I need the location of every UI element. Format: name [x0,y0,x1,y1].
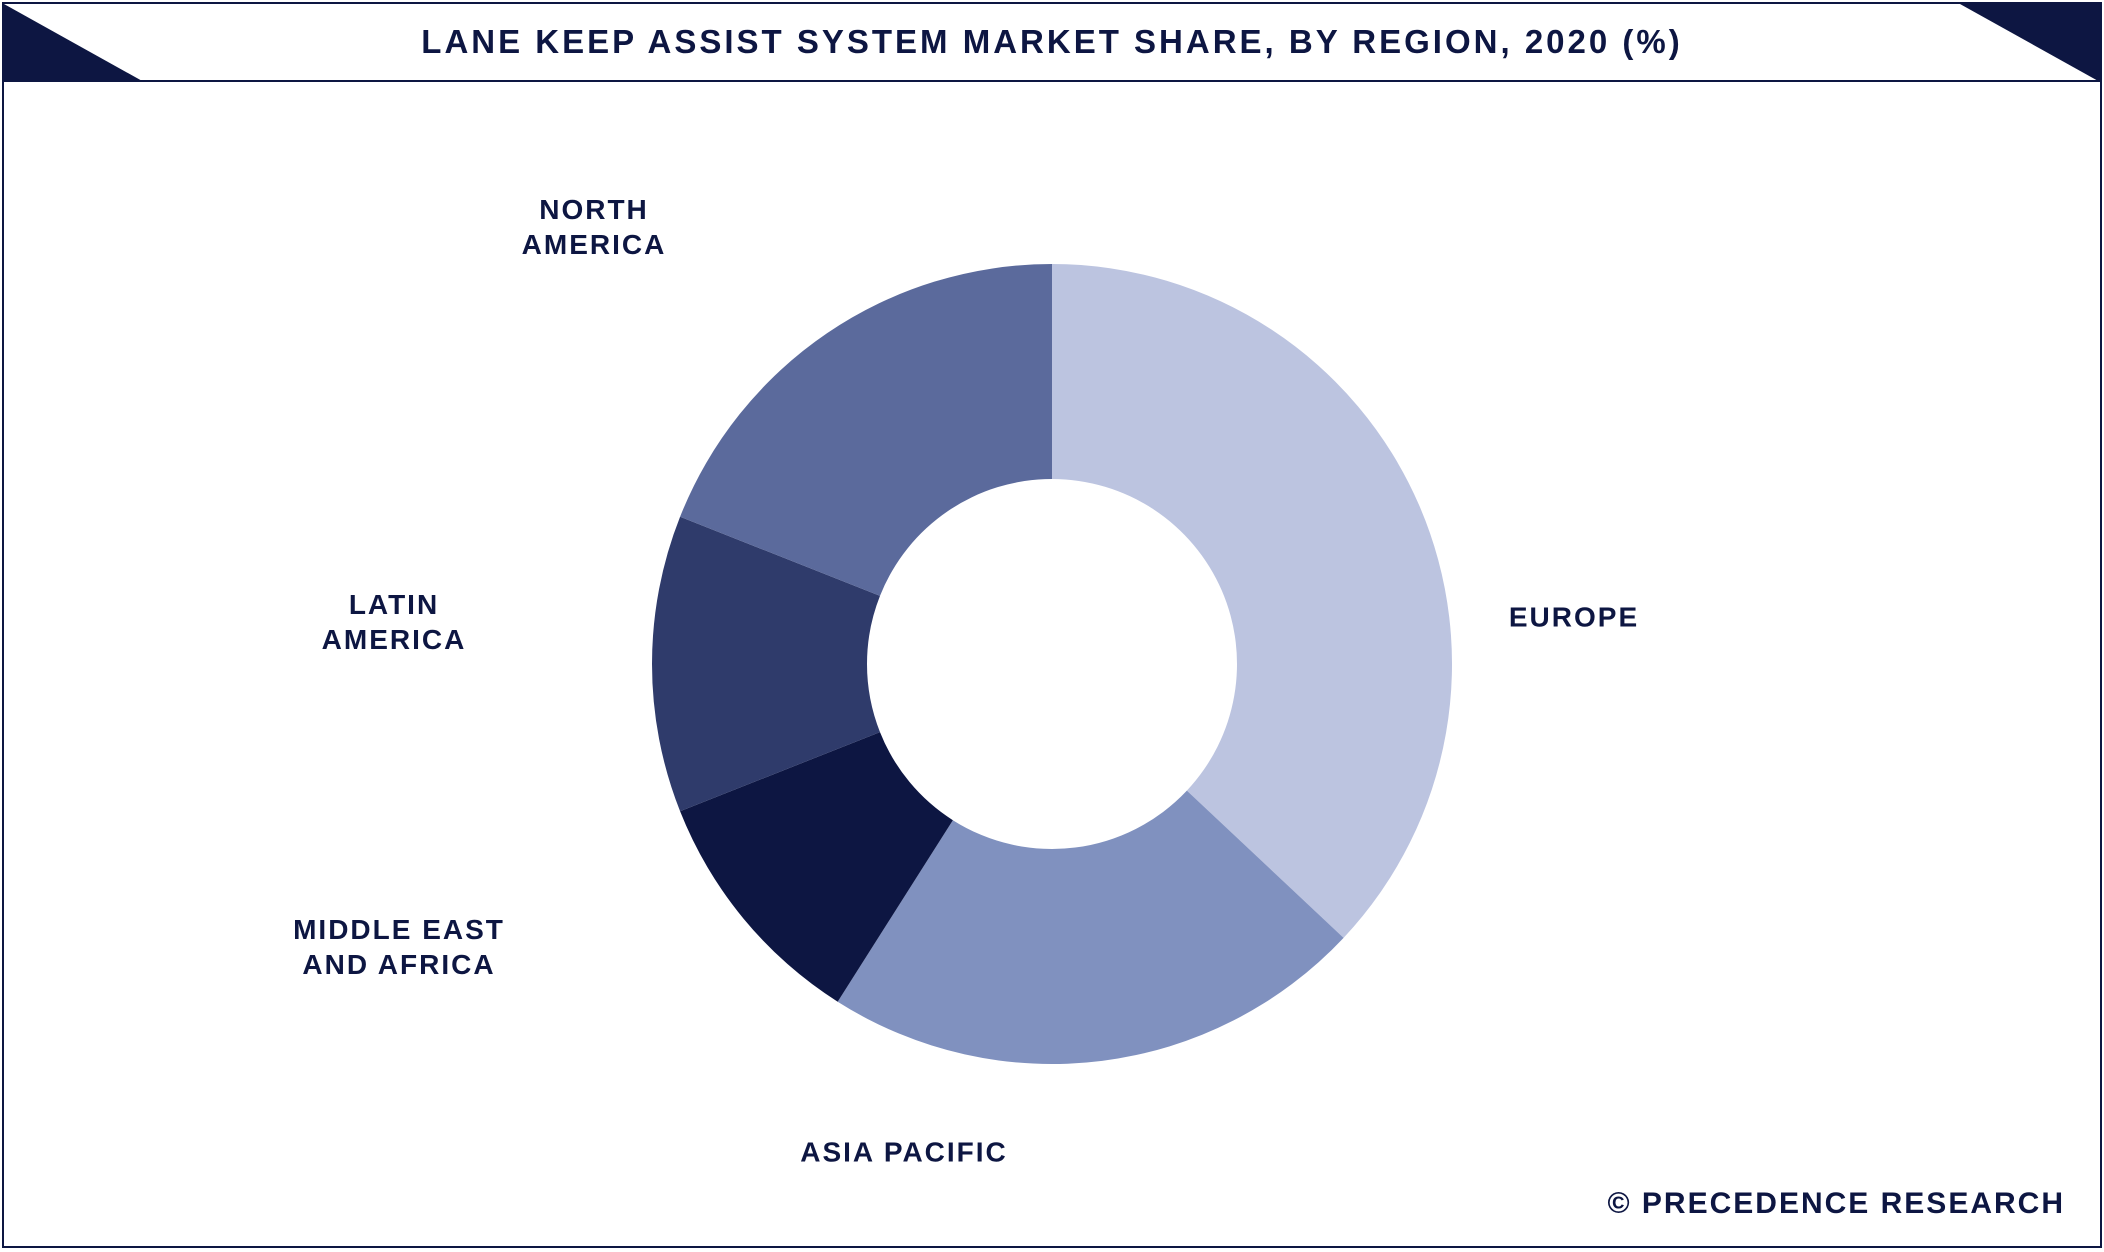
chart-area: EUROPE ASIA PACIFIC MIDDLE EAST AND AFRICA… [4,82,2100,1246]
region-label: LATIN AMERICA [322,587,467,657]
chart-frame: LANE KEEP ASSIST SYSTEM MARKET SHARE, BY… [2,2,2102,1248]
region-label: MIDDLE EAST AND AFRICA [293,912,505,982]
chart-title: LANE KEEP ASSIST SYSTEM MARKET SHARE, BY… [421,23,1682,61]
region-label: ASIA PACIFIC [800,1135,1008,1170]
donut-chart [652,264,1452,1064]
donut-container [652,264,1452,1064]
region-label: EUROPE [1509,600,1639,635]
donut-slice [1052,264,1452,938]
region-label: NORTH AMERICA [522,192,667,262]
title-bar: LANE KEEP ASSIST SYSTEM MARKET SHARE, BY… [4,4,2100,82]
copyright-text: © PRECEDENCE RESEARCH [1607,1187,2065,1221]
title-corner-right [1960,4,2100,82]
title-corner-left [4,4,144,82]
